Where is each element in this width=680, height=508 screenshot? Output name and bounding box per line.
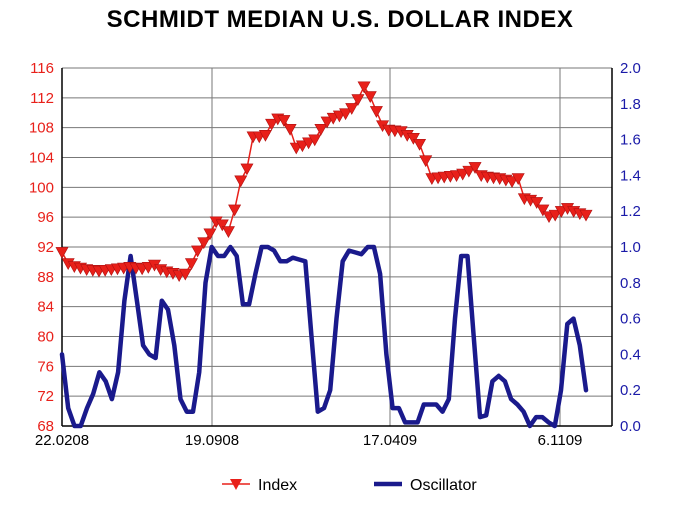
index-marker	[228, 204, 242, 217]
tick-labels: 68 72 76 80 84 88 92 96 100 104 108 112 116 0.0 0.2 0.4…	[29, 60, 641, 449]
y-left-tick-label: 96	[37, 209, 54, 226]
y-left-tick-label: 68	[37, 418, 54, 435]
x-tick-label: 6.1109	[538, 432, 583, 449]
index-marker	[203, 228, 217, 241]
legend-index-label: Index	[258, 477, 297, 494]
index-marker	[413, 138, 427, 151]
index-marker	[419, 155, 433, 168]
index-marker	[234, 175, 248, 188]
y-right-tick-label: 0.6	[620, 311, 641, 328]
index-marker	[468, 162, 482, 174]
index-marker	[339, 108, 353, 121]
y-right-tick-label: 1.8	[620, 96, 641, 113]
y-right-tick-label: 0.0	[620, 418, 641, 435]
index-marker	[240, 163, 254, 176]
index-marker	[351, 94, 365, 106]
y-right-tick-label: 2.0	[620, 60, 641, 77]
y-left-tick-label: 84	[37, 299, 54, 316]
x-tick-label: 19.0908	[185, 432, 239, 449]
index-marker	[314, 124, 328, 136]
index-marker	[308, 134, 322, 147]
index-marker	[55, 247, 69, 259]
legend-index-marker	[230, 479, 242, 490]
y-left-tick-label: 88	[37, 269, 54, 286]
y-left-tick-label: 100	[29, 179, 54, 196]
x-tick-label: 22.0208	[35, 432, 89, 449]
index-marker	[178, 268, 192, 281]
y-left-tick-label: 92	[37, 239, 54, 256]
index-marker	[265, 118, 279, 131]
index-marker	[369, 106, 383, 118]
index-marker	[357, 81, 371, 94]
y-right-tick-label: 1.4	[620, 167, 641, 184]
legend-oscillator-label: Oscillator	[410, 477, 477, 494]
index-marker	[320, 116, 334, 129]
y-left-tick-label: 116	[30, 60, 54, 77]
y-right-tick-label: 1.0	[620, 239, 641, 256]
index-marker	[221, 226, 235, 238]
y-left-tick-label: 108	[29, 120, 54, 137]
index-marker	[283, 124, 297, 136]
index-marker	[345, 103, 359, 115]
index-marker	[191, 245, 205, 258]
index-marker	[277, 115, 291, 127]
y-right-tick-label: 0.2	[620, 382, 641, 399]
y-right-tick-label: 0.8	[620, 275, 641, 292]
y-right-tick-label: 0.4	[620, 346, 641, 363]
index-marker	[579, 209, 593, 222]
index-marker	[511, 173, 525, 186]
series-layer	[55, 81, 593, 429]
y-left-tick-label: 80	[37, 329, 54, 346]
y-left-tick-label: 104	[29, 150, 54, 167]
chart-title: SCHMIDT MEDIAN U.S. DOLLAR INDEX	[106, 6, 574, 33]
index-marker	[197, 237, 211, 250]
x-tick-label: 17.0409	[363, 432, 417, 449]
y-right-tick-label: 1.2	[620, 203, 641, 220]
y-left-tick-label: 76	[37, 358, 54, 375]
index-marker	[536, 204, 550, 217]
y-left-tick-label: 112	[30, 90, 54, 107]
index-marker	[215, 219, 229, 232]
y-left-tick-label: 72	[37, 388, 54, 405]
index-marker	[363, 91, 377, 103]
index-marker	[462, 165, 476, 178]
grid-lines	[62, 67, 612, 427]
index-marker	[184, 258, 198, 271]
index-marker	[530, 197, 544, 209]
index-marker	[406, 133, 420, 145]
index-marker	[258, 130, 272, 142]
index-marker	[548, 209, 562, 222]
legend: Index Oscillator	[222, 477, 477, 494]
y-right-tick-label: 1.6	[620, 132, 641, 149]
oscillator-line	[59, 244, 589, 429]
